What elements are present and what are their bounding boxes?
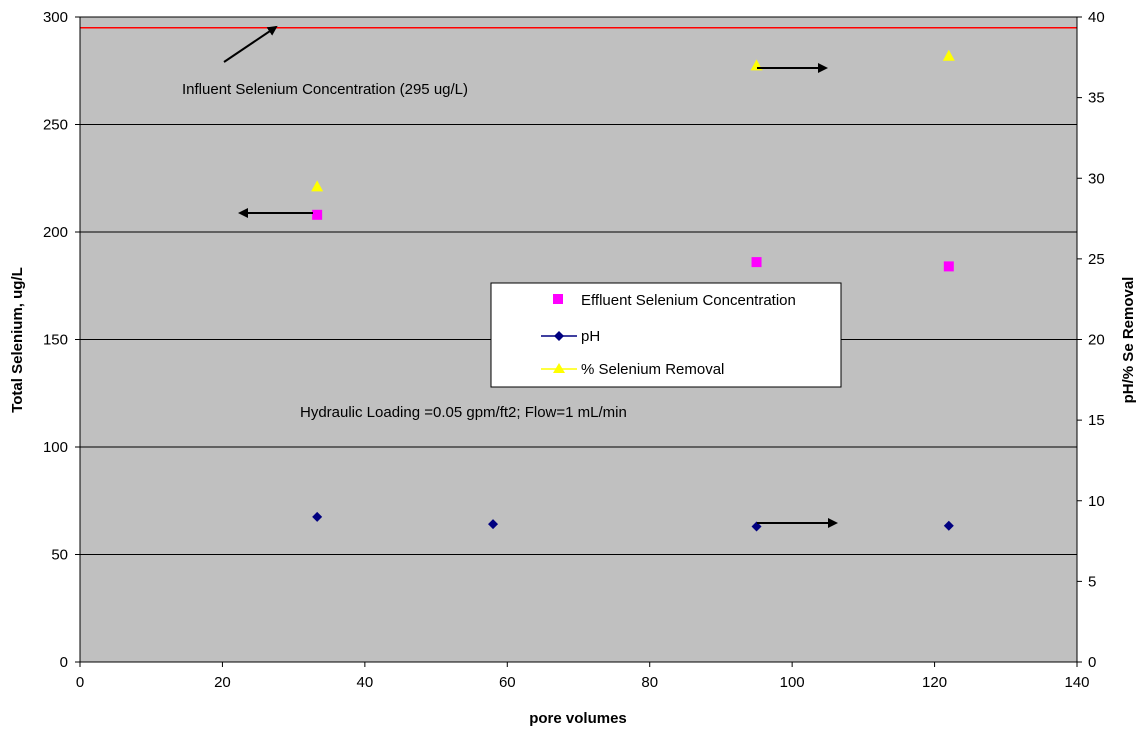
y2-tick-label: 25: [1088, 251, 1105, 268]
y-tick-label: 250: [43, 117, 68, 134]
hydraulic-annotation: Hydraulic Loading =0.05 gpm/ft2; Flow=1 …: [300, 404, 627, 421]
y-tick-label: 0: [60, 654, 68, 671]
x-tick-label: 80: [641, 674, 658, 691]
x-axis-title: pore volumes: [529, 710, 627, 727]
point-selenium-removal: [311, 180, 324, 192]
y2-tick-label: 0: [1088, 654, 1096, 671]
legend-label-effluent: Effluent Selenium Concentration: [581, 292, 796, 309]
x-tick-label: 120: [922, 674, 947, 691]
x-axis-ticks: 0 20 40 60 80 100 120 140: [76, 662, 1090, 691]
left-y-axis-title: Total Selenium, ug/L: [9, 267, 26, 413]
right-y-axis-title: pH/% Se Removal: [1120, 277, 1137, 404]
y-tick-label: 100: [43, 439, 68, 456]
y2-tick-label: 30: [1088, 170, 1105, 187]
point-ph: [488, 519, 499, 530]
y2-tick-label: 40: [1088, 9, 1105, 26]
arrow-to-influent-line: [223, 25, 278, 63]
influent-annotation: Influent Selenium Concentration (295 ug/…: [182, 81, 468, 98]
y-tick-label: 200: [43, 224, 68, 241]
legend-marker-effluent: [553, 294, 563, 304]
x-tick-label: 40: [357, 674, 374, 691]
left-y-axis-ticks: 0 50 100 150 200 250 300: [43, 9, 80, 671]
legend-label-removal: % Selenium Removal: [581, 361, 724, 378]
y2-tick-label: 15: [1088, 412, 1105, 429]
x-tick-label: 60: [499, 674, 516, 691]
y2-tick-label: 35: [1088, 90, 1105, 107]
legend-label-ph: pH: [581, 328, 600, 345]
point-ph: [943, 520, 954, 531]
y-tick-label: 150: [43, 332, 68, 349]
point-effluent-selenium-concentration: [943, 261, 954, 272]
x-tick-label: 0: [76, 674, 84, 691]
y2-tick-label: 5: [1088, 573, 1096, 590]
x-tick-label: 100: [780, 674, 805, 691]
legend-marker-removal: [553, 363, 565, 373]
point-ph: [751, 521, 762, 532]
x-tick-label: 20: [214, 674, 231, 691]
point-ph: [312, 511, 323, 522]
y-tick-label: 300: [43, 9, 68, 26]
point-effluent-selenium-concentration: [751, 257, 762, 268]
y-tick-label: 50: [51, 547, 68, 564]
data-points: [311, 49, 955, 532]
y2-tick-label: 10: [1088, 493, 1105, 510]
x-tick-label: 140: [1064, 674, 1089, 691]
legend-marker-ph: [554, 331, 564, 341]
legend: Effluent Selenium Concentration pH % Sel…: [490, 282, 842, 388]
point-effluent-selenium-concentration: [312, 209, 323, 220]
point-selenium-removal: [942, 49, 955, 61]
y2-tick-label: 20: [1088, 332, 1105, 349]
right-y-axis-ticks: 0 5 10 15 20 25 30 35 40: [1077, 9, 1105, 671]
